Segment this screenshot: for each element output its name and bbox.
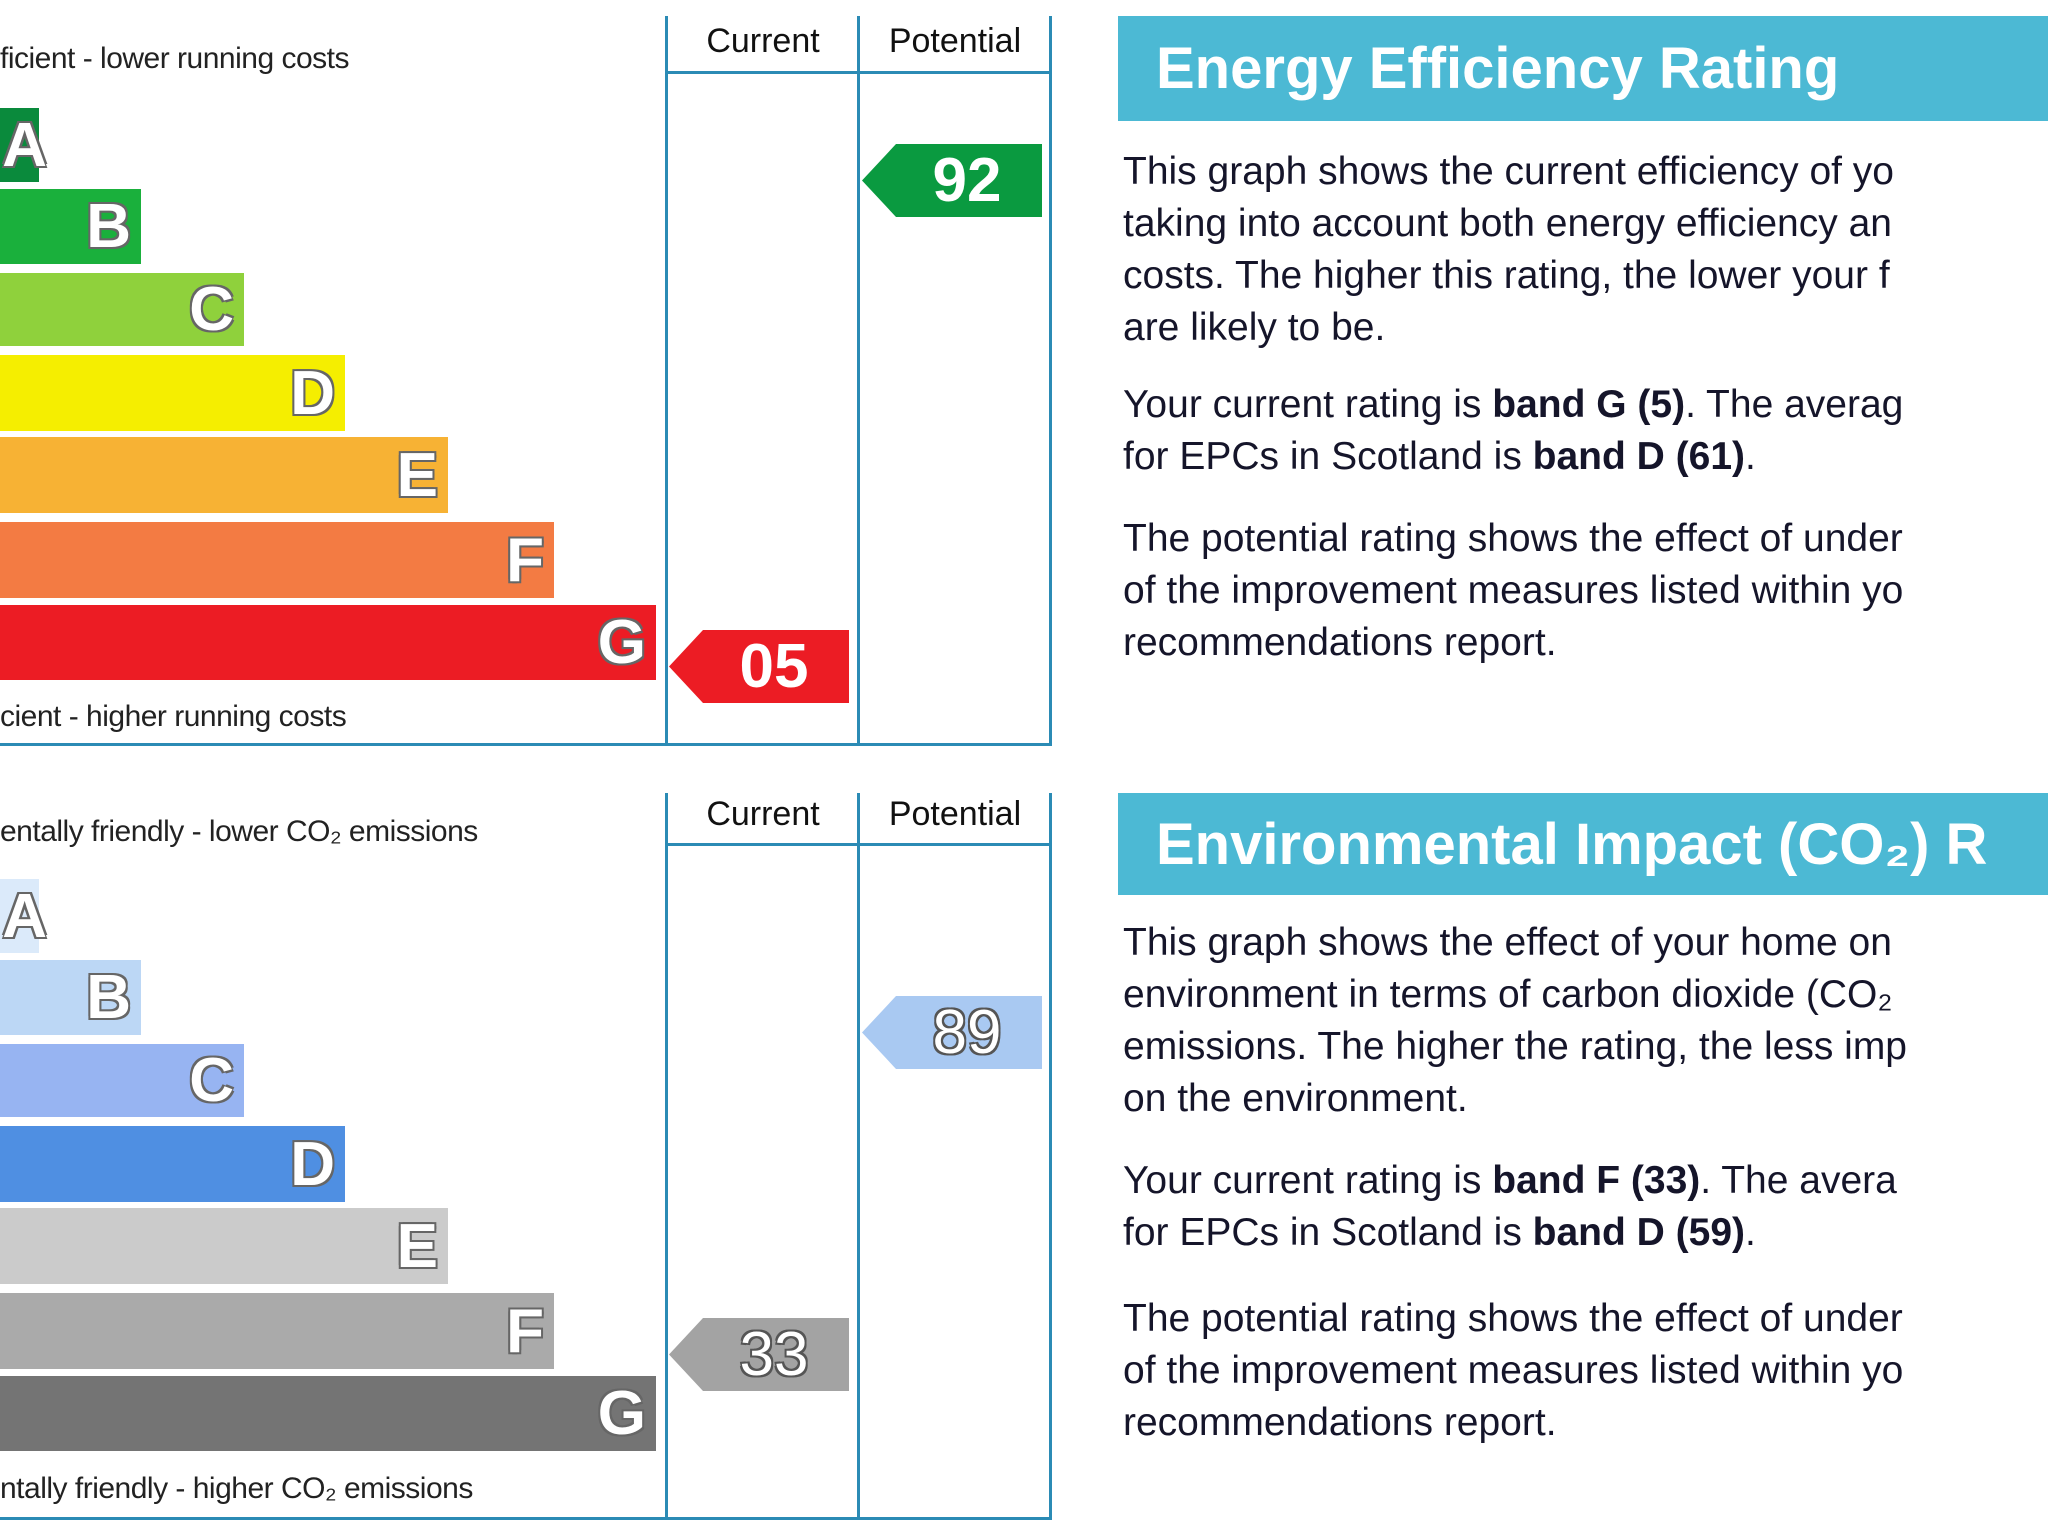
energy-potential-text: The potential rating shows the effect of… bbox=[1123, 513, 2048, 669]
text-line: of the improvement measures listed withi… bbox=[1123, 569, 1904, 612]
top-scale-label: entally friendly - lower CO₂ emissions bbox=[0, 815, 478, 848]
environment-current-rating-text: Your current rating is band F (33). The … bbox=[1123, 1155, 2048, 1259]
band-bar-d: D bbox=[0, 355, 345, 431]
potential-rating-arrow: 92 bbox=[862, 144, 1042, 217]
band-bar-f: F bbox=[0, 522, 554, 598]
header-divider bbox=[665, 71, 1052, 74]
text: . The avera bbox=[1700, 1159, 1897, 1202]
band-letter: F bbox=[506, 525, 544, 595]
band-bar-a: A bbox=[0, 879, 47, 953]
current-rating-arrow: 05 bbox=[669, 630, 849, 703]
current-band: band F (33) bbox=[1492, 1159, 1701, 1202]
band-bar-d: D bbox=[0, 1126, 345, 1202]
band-bar-b: B bbox=[0, 960, 141, 1035]
energy-efficiency-heading: Energy Efficiency Rating bbox=[1118, 16, 2048, 121]
band-bar-g: G bbox=[0, 605, 656, 680]
environment-potential-text: The potential rating shows the effect of… bbox=[1123, 1293, 2048, 1449]
environmental-impact-heading: Environmental Impact (CO₂) R bbox=[1118, 793, 2048, 895]
band-bar-g: G bbox=[0, 1376, 656, 1451]
text-line: emissions. The higher the rating, the le… bbox=[1123, 1025, 1907, 1068]
band-bar-f: F bbox=[0, 1293, 554, 1369]
bottom-scale-label: ntally friendly - higher CO₂ emissions bbox=[0, 1472, 473, 1505]
energy-current-rating-text: Your current rating is band G (5). The a… bbox=[1123, 379, 2048, 483]
column-divider bbox=[1049, 793, 1052, 1520]
chart-bottom-border bbox=[0, 743, 1052, 746]
text-line: This graph shows the current efficiency … bbox=[1123, 150, 1894, 193]
band-bar-b: B bbox=[0, 189, 141, 264]
text: Your current rating is bbox=[1123, 383, 1493, 426]
text-line: on the environment. bbox=[1123, 1077, 1468, 1120]
column-divider bbox=[1049, 16, 1052, 746]
band-letter: B bbox=[86, 192, 131, 261]
text-line: The potential rating shows the effect of… bbox=[1123, 1297, 1903, 1340]
text-line: are likely to be. bbox=[1123, 306, 1386, 349]
band-bar-e: E bbox=[0, 1208, 448, 1284]
text-line: costs. The higher this rating, the lower… bbox=[1123, 254, 1890, 297]
column-divider bbox=[857, 16, 860, 746]
average-band: band D (61) bbox=[1532, 435, 1746, 478]
potential-column-header: Potential bbox=[888, 22, 1022, 60]
band-letter: F bbox=[506, 1296, 544, 1366]
bottom-scale-label: cient - higher running costs bbox=[0, 700, 347, 733]
band-letter: D bbox=[290, 358, 335, 428]
text: Your current rating is bbox=[1123, 1159, 1493, 1202]
text-line: of the improvement measures listed withi… bbox=[1123, 1349, 1904, 1392]
band-letter: C bbox=[189, 1046, 234, 1115]
current-rating-arrow: 33 bbox=[669, 1318, 849, 1391]
current-column-header: Current bbox=[706, 22, 820, 60]
text: for EPCs in Scotland is bbox=[1123, 435, 1533, 478]
potential-column-header: Potential bbox=[888, 795, 1022, 833]
band-letter: G bbox=[597, 608, 646, 677]
band-letter: E bbox=[396, 440, 438, 510]
band-bar-a: A bbox=[0, 108, 47, 182]
text-line: taking into account both energy efficien… bbox=[1123, 202, 1892, 245]
header-divider bbox=[665, 843, 1052, 846]
text: for EPCs in Scotland is bbox=[1123, 1211, 1533, 1254]
column-divider bbox=[665, 793, 668, 1520]
text-line: This graph shows the effect of your home… bbox=[1123, 921, 1892, 964]
chart-bottom-border bbox=[0, 1517, 1052, 1520]
column-divider bbox=[857, 793, 860, 1520]
top-scale-label: ficient - lower running costs bbox=[0, 42, 350, 75]
band-letter: A bbox=[2, 110, 47, 180]
energy-description: This graph shows the current efficiency … bbox=[1123, 146, 2048, 354]
text: . bbox=[1745, 435, 1756, 478]
band-letter: B bbox=[86, 963, 131, 1032]
band-bar-c: C bbox=[0, 1044, 244, 1117]
text: . The averag bbox=[1685, 383, 1904, 426]
column-divider bbox=[665, 16, 668, 746]
band-letter: A bbox=[2, 881, 47, 951]
band-letter: D bbox=[290, 1129, 335, 1199]
potential-rating-arrow: 89 bbox=[862, 996, 1042, 1069]
current-band: band G (5) bbox=[1492, 383, 1686, 426]
band-letter: C bbox=[189, 275, 234, 344]
current-column-header: Current bbox=[706, 795, 820, 833]
text-line: recommendations report. bbox=[1123, 1401, 1557, 1444]
text-line: The potential rating shows the effect of… bbox=[1123, 517, 1903, 560]
band-letter: E bbox=[396, 1211, 438, 1281]
band-letter: G bbox=[597, 1379, 646, 1448]
environment-description: This graph shows the effect of your home… bbox=[1123, 917, 2048, 1125]
text: . bbox=[1745, 1211, 1756, 1254]
average-band: band D (59) bbox=[1532, 1211, 1746, 1254]
band-bar-e: E bbox=[0, 437, 448, 513]
text-line: environment in terms of carbon dioxide (… bbox=[1123, 973, 1893, 1016]
text-line: recommendations report. bbox=[1123, 621, 1557, 664]
band-bar-c: C bbox=[0, 273, 244, 346]
